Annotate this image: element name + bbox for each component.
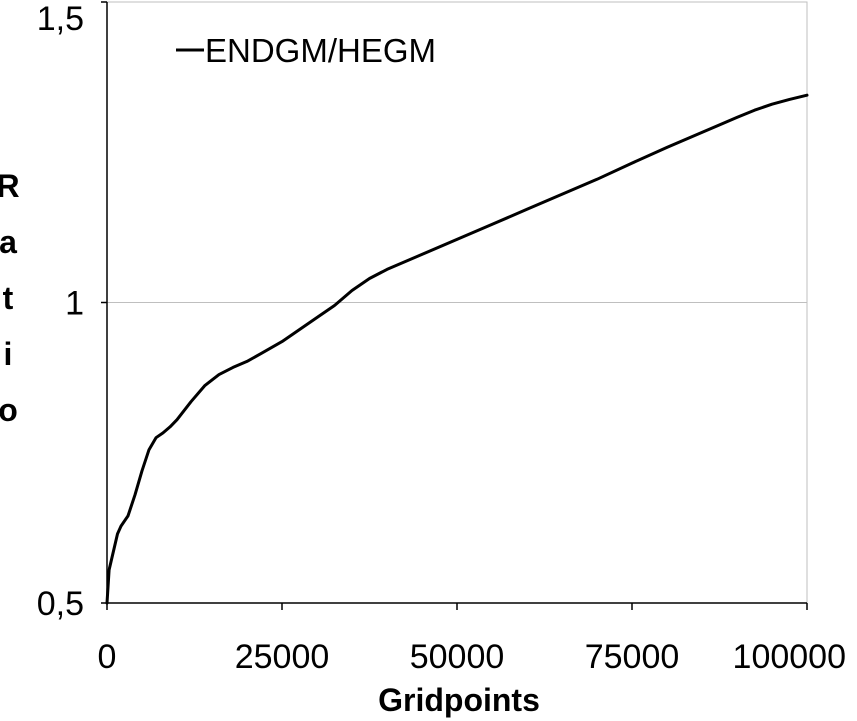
y-axis-title-letter: R [0,168,20,204]
series-line [105,93,809,605]
legend: ENDGM/HEGM [176,32,436,69]
y-axis-title-letter: i [4,336,13,372]
y-axis-title-letter: a [0,224,17,260]
tick-marks [101,1,808,610]
y-axis-title-letter: o [0,392,18,428]
x-tick-label: 50000 [410,638,505,676]
y-tick-label: 0,5 [37,585,84,623]
legend-label: ENDGM/HEGM [205,32,436,69]
y-tick-label: 1,5 [37,0,84,38]
y-tick-label: 1 [65,285,84,323]
x-tick-label: 0 [98,638,117,676]
x-tick-label: 75000 [585,638,680,676]
x-tick-label: 100000 [733,638,846,676]
x-tick-label: 25000 [235,638,330,676]
x-axis-title: Gridpoints [378,682,540,718]
y-axis-title-letter: t [3,280,14,316]
